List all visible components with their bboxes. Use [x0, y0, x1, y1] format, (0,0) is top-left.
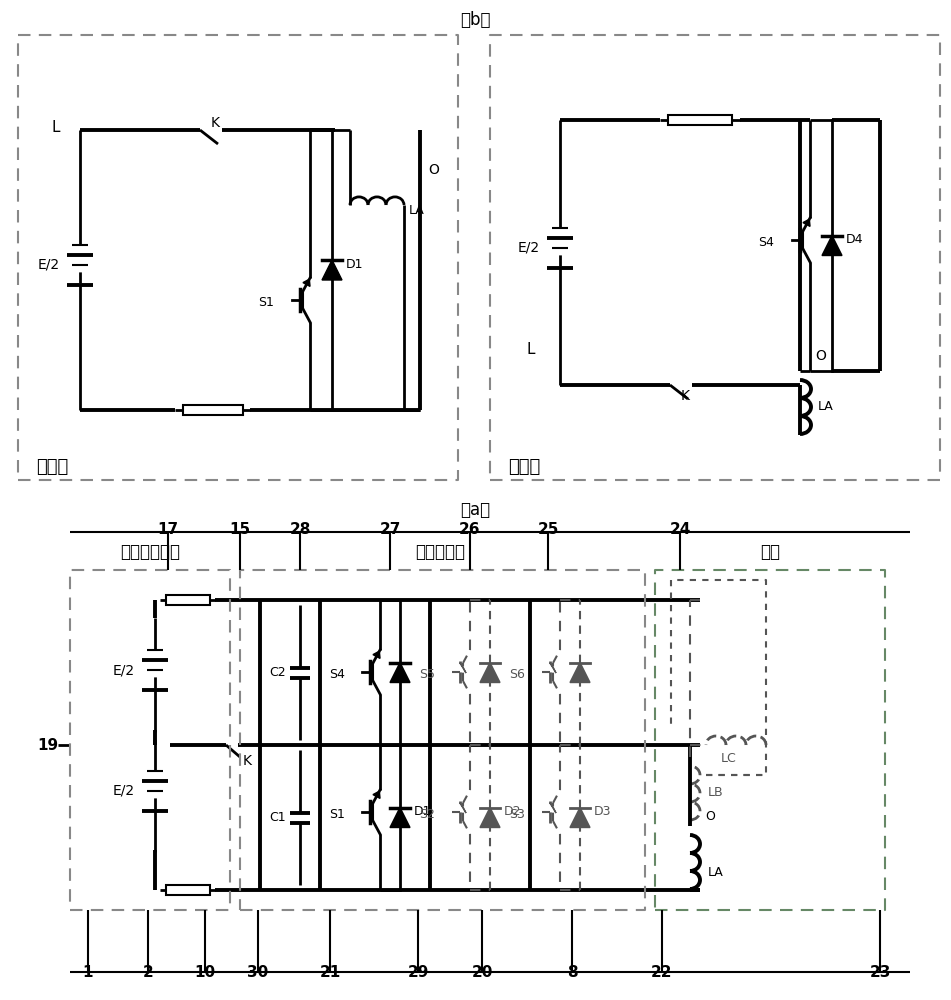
Text: S5: S5 [419, 668, 435, 680]
Text: 28: 28 [289, 522, 311, 537]
Text: K: K [210, 116, 220, 130]
Text: （b）: （b） [459, 11, 491, 29]
Polygon shape [803, 219, 810, 226]
Text: LA: LA [818, 400, 834, 414]
Text: D1: D1 [414, 805, 432, 818]
Text: 电机: 电机 [760, 543, 780, 561]
Polygon shape [480, 808, 500, 828]
Text: E/2: E/2 [113, 784, 135, 798]
Text: 10: 10 [194, 965, 216, 980]
Text: D1: D1 [346, 257, 363, 270]
Text: C1: C1 [269, 811, 286, 824]
Text: D3: D3 [594, 805, 611, 818]
Polygon shape [550, 803, 556, 813]
Text: O: O [815, 349, 825, 363]
Polygon shape [303, 279, 310, 286]
Text: S1: S1 [329, 808, 345, 820]
Text: 21: 21 [320, 965, 340, 980]
Text: 15: 15 [229, 522, 250, 537]
Text: 27: 27 [379, 522, 400, 537]
Text: E/2: E/2 [38, 258, 60, 272]
Polygon shape [480, 662, 500, 682]
Bar [165, 885, 209, 895]
Text: 26: 26 [459, 522, 481, 537]
Text: S4: S4 [758, 235, 774, 248]
Polygon shape [570, 662, 590, 682]
Text: （a）: （a） [460, 501, 490, 519]
Text: C2: C2 [269, 666, 286, 679]
Text: LA: LA [409, 204, 425, 217]
Text: S1: S1 [258, 296, 274, 308]
Text: 29: 29 [407, 965, 429, 980]
Text: K: K [681, 389, 689, 403]
Text: K: K [243, 754, 252, 768]
Polygon shape [550, 663, 556, 673]
Bar [183, 405, 243, 415]
Text: 19: 19 [37, 738, 59, 752]
Text: 22: 22 [651, 965, 672, 980]
Polygon shape [373, 791, 380, 798]
Text: L: L [51, 120, 60, 135]
Polygon shape [322, 260, 342, 280]
Polygon shape [373, 651, 380, 658]
Text: 17: 17 [158, 522, 179, 537]
Text: L: L [527, 342, 535, 358]
Text: E/2: E/2 [518, 240, 540, 254]
Text: S3: S3 [509, 808, 525, 820]
Text: 30: 30 [247, 965, 268, 980]
Text: S4: S4 [329, 668, 345, 680]
Text: 8: 8 [567, 965, 577, 980]
Text: 23: 23 [869, 965, 891, 980]
Text: 20: 20 [472, 965, 493, 980]
Bar [668, 115, 732, 125]
Polygon shape [822, 235, 842, 255]
Text: LA: LA [708, 865, 724, 879]
Text: S6: S6 [509, 668, 525, 680]
Text: 回路一: 回路一 [36, 458, 68, 476]
Text: LB: LB [708, 786, 724, 800]
Polygon shape [570, 808, 590, 828]
Text: 24: 24 [670, 522, 690, 537]
Text: O: O [428, 163, 438, 177]
Polygon shape [390, 808, 410, 828]
Polygon shape [460, 803, 466, 813]
Text: 1: 1 [83, 965, 93, 980]
Text: 2: 2 [143, 965, 153, 980]
Text: S2: S2 [419, 808, 435, 820]
Text: O: O [705, 810, 715, 822]
Polygon shape [390, 662, 410, 682]
Text: 25: 25 [537, 522, 558, 537]
Text: D4: D4 [846, 233, 864, 246]
Polygon shape [460, 663, 466, 673]
Text: 回路二: 回路二 [508, 458, 540, 476]
Bar [165, 595, 209, 605]
Text: 电机控制器: 电机控制器 [415, 543, 465, 561]
Text: E/2: E/2 [113, 663, 135, 677]
Text: 锌离子电池组: 锌离子电池组 [120, 543, 180, 561]
Text: D2: D2 [504, 805, 521, 818]
Text: LC: LC [721, 752, 737, 766]
